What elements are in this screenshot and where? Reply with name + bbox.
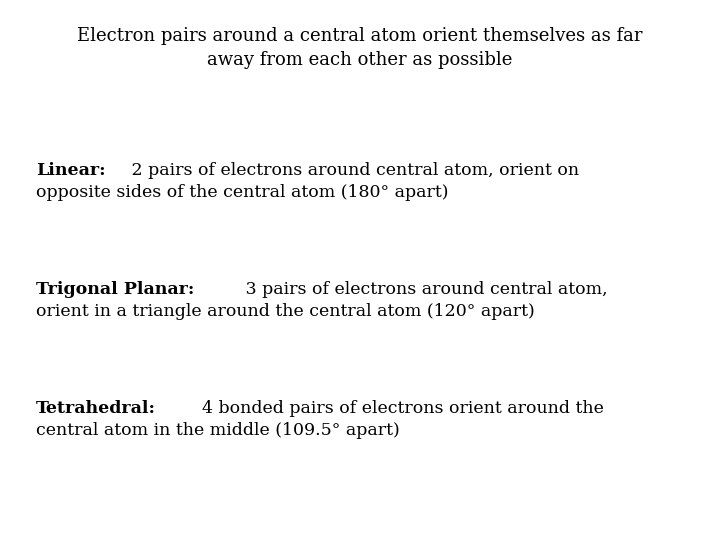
Text: 3 pairs of electrons around central atom,: 3 pairs of electrons around central atom… bbox=[240, 281, 608, 298]
Text: orient in a triangle around the central atom (120° apart): orient in a triangle around the central … bbox=[36, 303, 535, 320]
Text: Linear:: Linear: bbox=[36, 162, 106, 179]
Text: central atom in the middle (109.5° apart): central atom in the middle (109.5° apart… bbox=[36, 422, 400, 438]
Text: 4 bonded pairs of electrons orient around the: 4 bonded pairs of electrons orient aroun… bbox=[191, 400, 603, 416]
Text: opposite sides of the central atom (180° apart): opposite sides of the central atom (180°… bbox=[36, 184, 449, 201]
Text: Electron pairs around a central atom orient themselves as far
away from each oth: Electron pairs around a central atom ori… bbox=[77, 27, 643, 69]
Text: Tetrahedral:: Tetrahedral: bbox=[36, 400, 156, 416]
Text: Trigonal Planar:: Trigonal Planar: bbox=[36, 281, 194, 298]
Text: 2 pairs of electrons around central atom, orient on: 2 pairs of electrons around central atom… bbox=[126, 162, 579, 179]
